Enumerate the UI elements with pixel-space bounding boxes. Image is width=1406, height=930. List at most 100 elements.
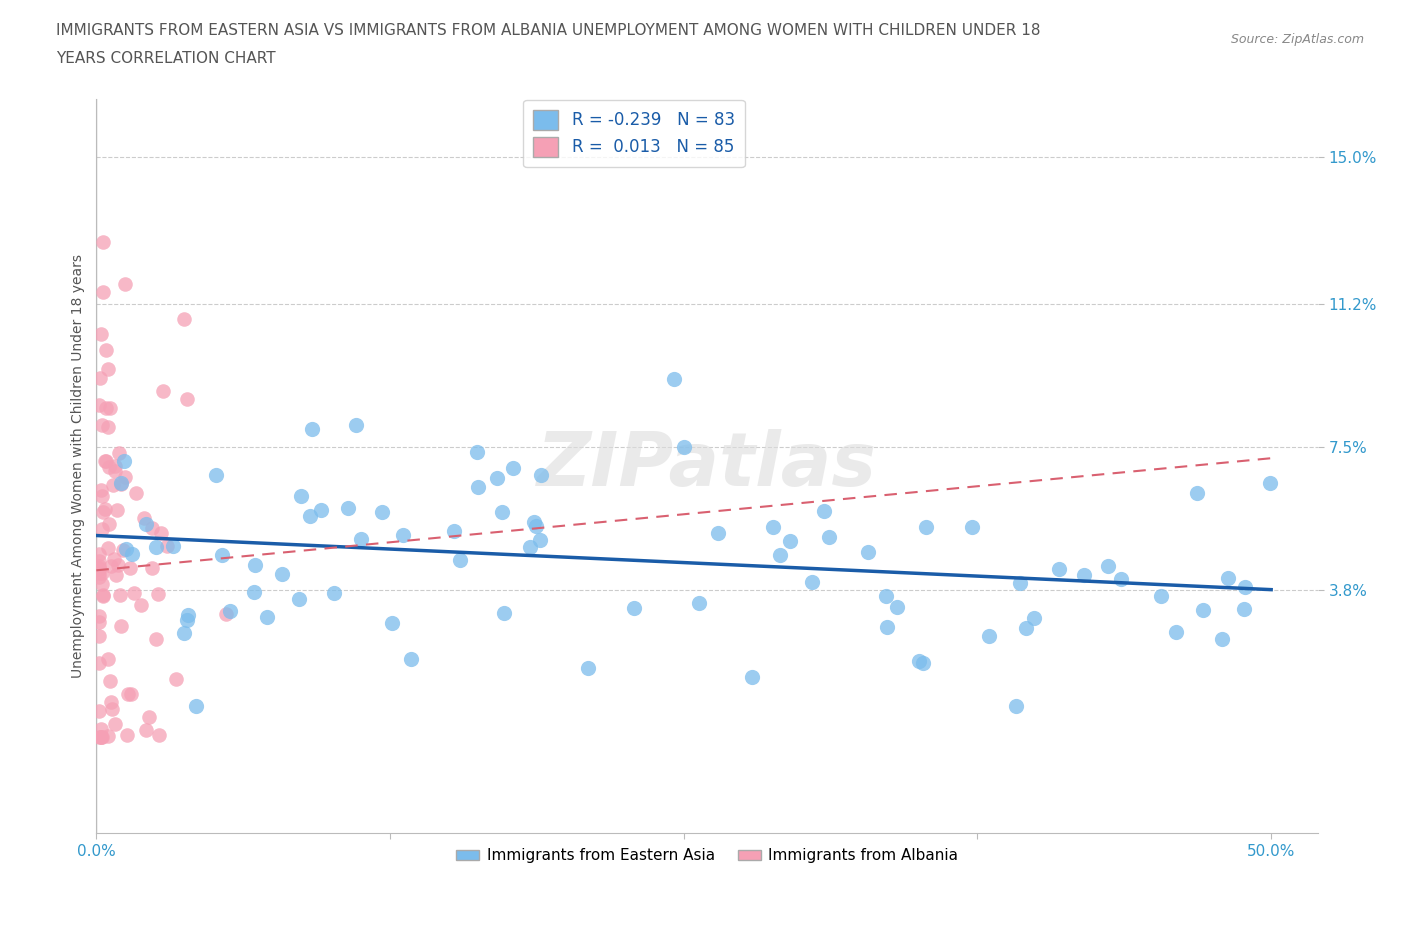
Point	[114, 276, 136, 291]
Point	[117, 687, 139, 702]
Point	[87, 554, 110, 569]
Point	[912, 656, 935, 671]
Point	[114, 470, 136, 485]
Point	[110, 476, 132, 491]
Point	[145, 539, 167, 554]
Point	[287, 591, 309, 606]
Point	[530, 468, 553, 483]
Point	[707, 525, 730, 540]
Point	[101, 478, 124, 493]
Point	[104, 716, 127, 731]
Point	[135, 517, 157, 532]
Point	[90, 483, 112, 498]
Point	[122, 586, 145, 601]
Point	[309, 502, 332, 517]
Point	[87, 398, 110, 413]
Point	[1233, 579, 1256, 594]
Text: ZIPatlas: ZIPatlas	[537, 430, 877, 502]
Point	[243, 584, 266, 599]
Point	[769, 548, 792, 563]
Point	[107, 445, 129, 460]
Point	[1187, 485, 1209, 500]
Point	[486, 471, 509, 485]
Point	[1211, 631, 1233, 646]
Point	[89, 371, 111, 386]
Point	[87, 562, 110, 577]
Point	[138, 710, 160, 724]
Point	[115, 728, 138, 743]
Point	[350, 532, 373, 547]
Point	[104, 568, 127, 583]
Point	[141, 561, 163, 576]
Legend: Immigrants from Eastern Asia, Immigrants from Albania: Immigrants from Eastern Asia, Immigrants…	[450, 843, 965, 870]
Point	[120, 561, 142, 576]
Point	[1191, 603, 1213, 618]
Point	[100, 559, 122, 574]
Point	[103, 551, 125, 566]
Point	[245, 557, 267, 572]
Text: YEARS CORRELATION CHART: YEARS CORRELATION CHART	[56, 51, 276, 66]
Point	[876, 619, 898, 634]
Point	[673, 439, 696, 454]
Point	[399, 652, 422, 667]
Point	[97, 540, 120, 555]
Y-axis label: Unemployment Among Women with Children Under 18 years: Unemployment Among Women with Children U…	[72, 254, 86, 678]
Point	[91, 418, 114, 432]
Point	[323, 586, 346, 601]
Point	[94, 454, 117, 469]
Point	[1166, 624, 1188, 639]
Point	[162, 538, 184, 553]
Point	[256, 609, 278, 624]
Point	[662, 372, 685, 387]
Point	[977, 629, 1000, 644]
Point	[87, 729, 110, 744]
Point	[301, 421, 323, 436]
Point	[219, 604, 242, 618]
Point	[91, 589, 114, 604]
Point	[176, 613, 198, 628]
Point	[176, 392, 198, 406]
Point	[908, 653, 931, 668]
Point	[492, 605, 515, 620]
Point	[290, 488, 312, 503]
Point	[87, 570, 110, 585]
Point	[443, 524, 465, 538]
Point	[125, 485, 148, 500]
Point	[112, 454, 135, 469]
Point	[89, 703, 111, 718]
Point	[87, 629, 110, 644]
Point	[87, 615, 110, 630]
Point	[502, 460, 524, 475]
Point	[1005, 698, 1028, 713]
Point	[214, 607, 236, 622]
Point	[90, 729, 112, 744]
Point	[90, 729, 112, 744]
Point	[87, 547, 110, 562]
Point	[523, 515, 546, 530]
Point	[1260, 475, 1282, 490]
Point	[1097, 559, 1119, 574]
Point	[104, 464, 127, 479]
Point	[87, 558, 110, 573]
Point	[801, 574, 824, 589]
Point	[97, 651, 120, 666]
Point	[115, 541, 138, 556]
Point	[1218, 570, 1240, 585]
Point	[211, 548, 233, 563]
Point	[623, 601, 645, 616]
Point	[93, 285, 115, 299]
Point	[90, 721, 112, 736]
Point	[91, 587, 114, 602]
Point	[875, 588, 897, 603]
Point	[97, 517, 120, 532]
Point	[100, 695, 122, 710]
Point	[371, 505, 394, 520]
Point	[107, 558, 129, 573]
Point	[270, 566, 292, 581]
Point	[148, 587, 170, 602]
Point	[529, 533, 551, 548]
Point	[121, 547, 143, 562]
Point	[101, 702, 124, 717]
Text: IMMIGRANTS FROM EASTERN ASIA VS IMMIGRANTS FROM ALBANIA UNEMPLOYMENT AMONG WOMEN: IMMIGRANTS FROM EASTERN ASIA VS IMMIGRAN…	[56, 23, 1040, 38]
Point	[97, 419, 120, 434]
